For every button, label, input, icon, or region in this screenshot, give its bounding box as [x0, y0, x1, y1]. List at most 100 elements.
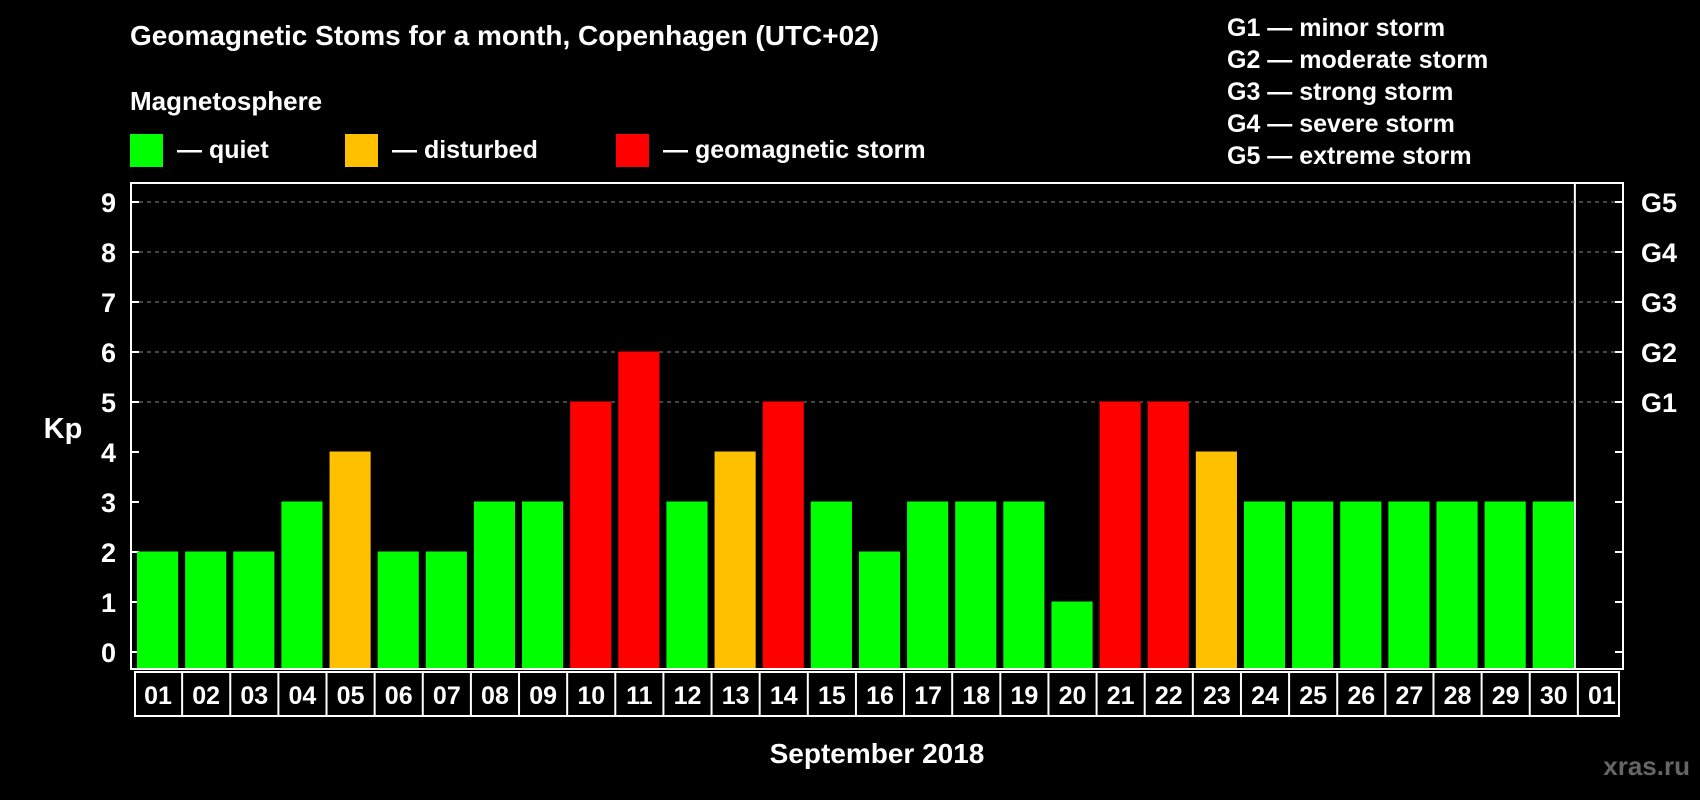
bar: [955, 501, 997, 668]
y-tick-label: 3: [101, 488, 116, 518]
storm-level-label: G2: [1641, 338, 1677, 368]
y-tick-label: 9: [101, 188, 116, 218]
bar: [233, 551, 275, 668]
magnetosphere-title: Magnetosphere: [130, 86, 323, 116]
x-tick-label: 25: [1299, 682, 1327, 710]
bar: [329, 451, 371, 668]
storm-scale-g4: G4 — severe storm: [1227, 110, 1455, 138]
x-tick-label: 30: [1540, 682, 1568, 710]
bar: [570, 401, 612, 668]
bar: [1243, 501, 1286, 668]
bar: [1340, 501, 1382, 668]
bar: [618, 351, 660, 668]
x-tick-label: 26: [1347, 682, 1375, 710]
legend-label-storm: — geomagnetic storm: [663, 135, 926, 164]
x-tick-label: 03: [240, 682, 268, 710]
y-tick-label: 7: [101, 288, 116, 318]
bar: [185, 551, 227, 668]
chart-title: Geomagnetic Stoms for a month, Copenhage…: [130, 20, 880, 51]
storm-scale-g1: G1 — minor storm: [1227, 14, 1446, 42]
bar: [1436, 501, 1478, 668]
legend-item-storm: — geomagnetic storm: [616, 133, 926, 167]
legend-item-disturbed: — disturbed: [345, 133, 538, 167]
storm-scale-g5: G5 — extreme storm: [1227, 142, 1472, 170]
x-tick-label: 13: [722, 682, 750, 710]
storm-scale-legend: G1 — minor storm G2 — moderate storm G3 …: [1227, 12, 1488, 172]
bar: [1195, 451, 1237, 668]
x-tick-label: 16: [866, 682, 894, 710]
storm-level-label: G3: [1641, 288, 1677, 318]
storm-level-label: G1: [1641, 388, 1677, 418]
bar: [907, 501, 949, 668]
x-tick-label: 21: [1107, 682, 1135, 710]
x-tick-label: 12: [674, 682, 702, 710]
x-tick-label: 29: [1492, 682, 1520, 710]
x-label-strip: [134, 671, 1620, 717]
quiet-swatch: [130, 133, 163, 167]
bar: [522, 501, 564, 668]
x-tick-label: 05: [337, 682, 365, 710]
watermark: xras.ru: [1603, 751, 1690, 781]
bar: [810, 501, 852, 668]
legend-label-disturbed: — disturbed: [392, 135, 538, 164]
bar: [714, 451, 756, 668]
x-tick-label: 01: [144, 682, 172, 710]
x-tick-label: 01: [1588, 682, 1616, 710]
y-tick-label: 2: [101, 538, 116, 568]
x-tick-label: 14: [770, 682, 798, 710]
y-tick-label: 6: [101, 338, 116, 368]
magnetosphere-legend: — quiet — disturbed — geomagnetic storm: [130, 133, 1030, 167]
bar: [1051, 601, 1093, 668]
x-tick-label: 28: [1444, 682, 1472, 710]
plot-frame: [130, 182, 1624, 670]
x-tick-label: 17: [914, 682, 942, 710]
x-tick-label: 11: [626, 682, 653, 710]
bar: [1484, 501, 1526, 668]
bar: [1388, 501, 1430, 668]
y-tick-label: 8: [101, 238, 116, 268]
x-tick-label: 27: [1396, 682, 1424, 710]
x-tick-label: 04: [289, 682, 317, 710]
bar: [666, 501, 708, 668]
storm-level-label: G4: [1641, 238, 1677, 268]
x-tick-label: 07: [433, 682, 461, 710]
x-tick-label: 02: [192, 682, 220, 710]
y-tick-label: 5: [101, 388, 116, 418]
bar: [1532, 501, 1574, 668]
x-axis-label: September 2018: [770, 738, 985, 769]
x-tick-label: 22: [1155, 682, 1183, 710]
x-tick-label: 06: [385, 682, 413, 710]
x-tick-label: 20: [1059, 682, 1087, 710]
storm-level-label: G5: [1641, 188, 1677, 218]
bar: [137, 551, 179, 668]
x-tick-label: 19: [1010, 682, 1038, 710]
x-tick-label: 15: [818, 682, 846, 710]
x-tick-label: 10: [577, 682, 605, 710]
bar: [281, 501, 323, 668]
y-tick-label: 1: [101, 588, 116, 618]
x-tick-label: 23: [1203, 682, 1231, 710]
bar: [858, 551, 901, 668]
y-tick-label: 0: [101, 638, 116, 668]
legend-item-quiet: — quiet: [130, 133, 269, 167]
bar: [762, 401, 804, 668]
bar: [1003, 501, 1045, 668]
bar: [1099, 401, 1141, 668]
bar: [425, 551, 467, 668]
storm-swatch: [616, 133, 649, 167]
x-tick-label: 24: [1251, 682, 1279, 710]
disturbed-swatch: [345, 133, 378, 167]
bar: [1147, 401, 1189, 668]
y-tick-label: 4: [101, 438, 116, 468]
x-tick-label: 18: [962, 682, 990, 710]
bar: [377, 551, 419, 668]
storm-scale-g3: G3 — strong storm: [1227, 78, 1454, 106]
x-tick-label: 09: [529, 682, 557, 710]
storm-scale-g2: G2 — moderate storm: [1227, 46, 1489, 74]
bar: [1292, 501, 1334, 668]
y-axis-label: Kp: [44, 413, 83, 445]
legend-label-quiet: — quiet: [177, 135, 269, 164]
x-tick-label: 08: [481, 682, 509, 710]
bar: [473, 501, 516, 668]
